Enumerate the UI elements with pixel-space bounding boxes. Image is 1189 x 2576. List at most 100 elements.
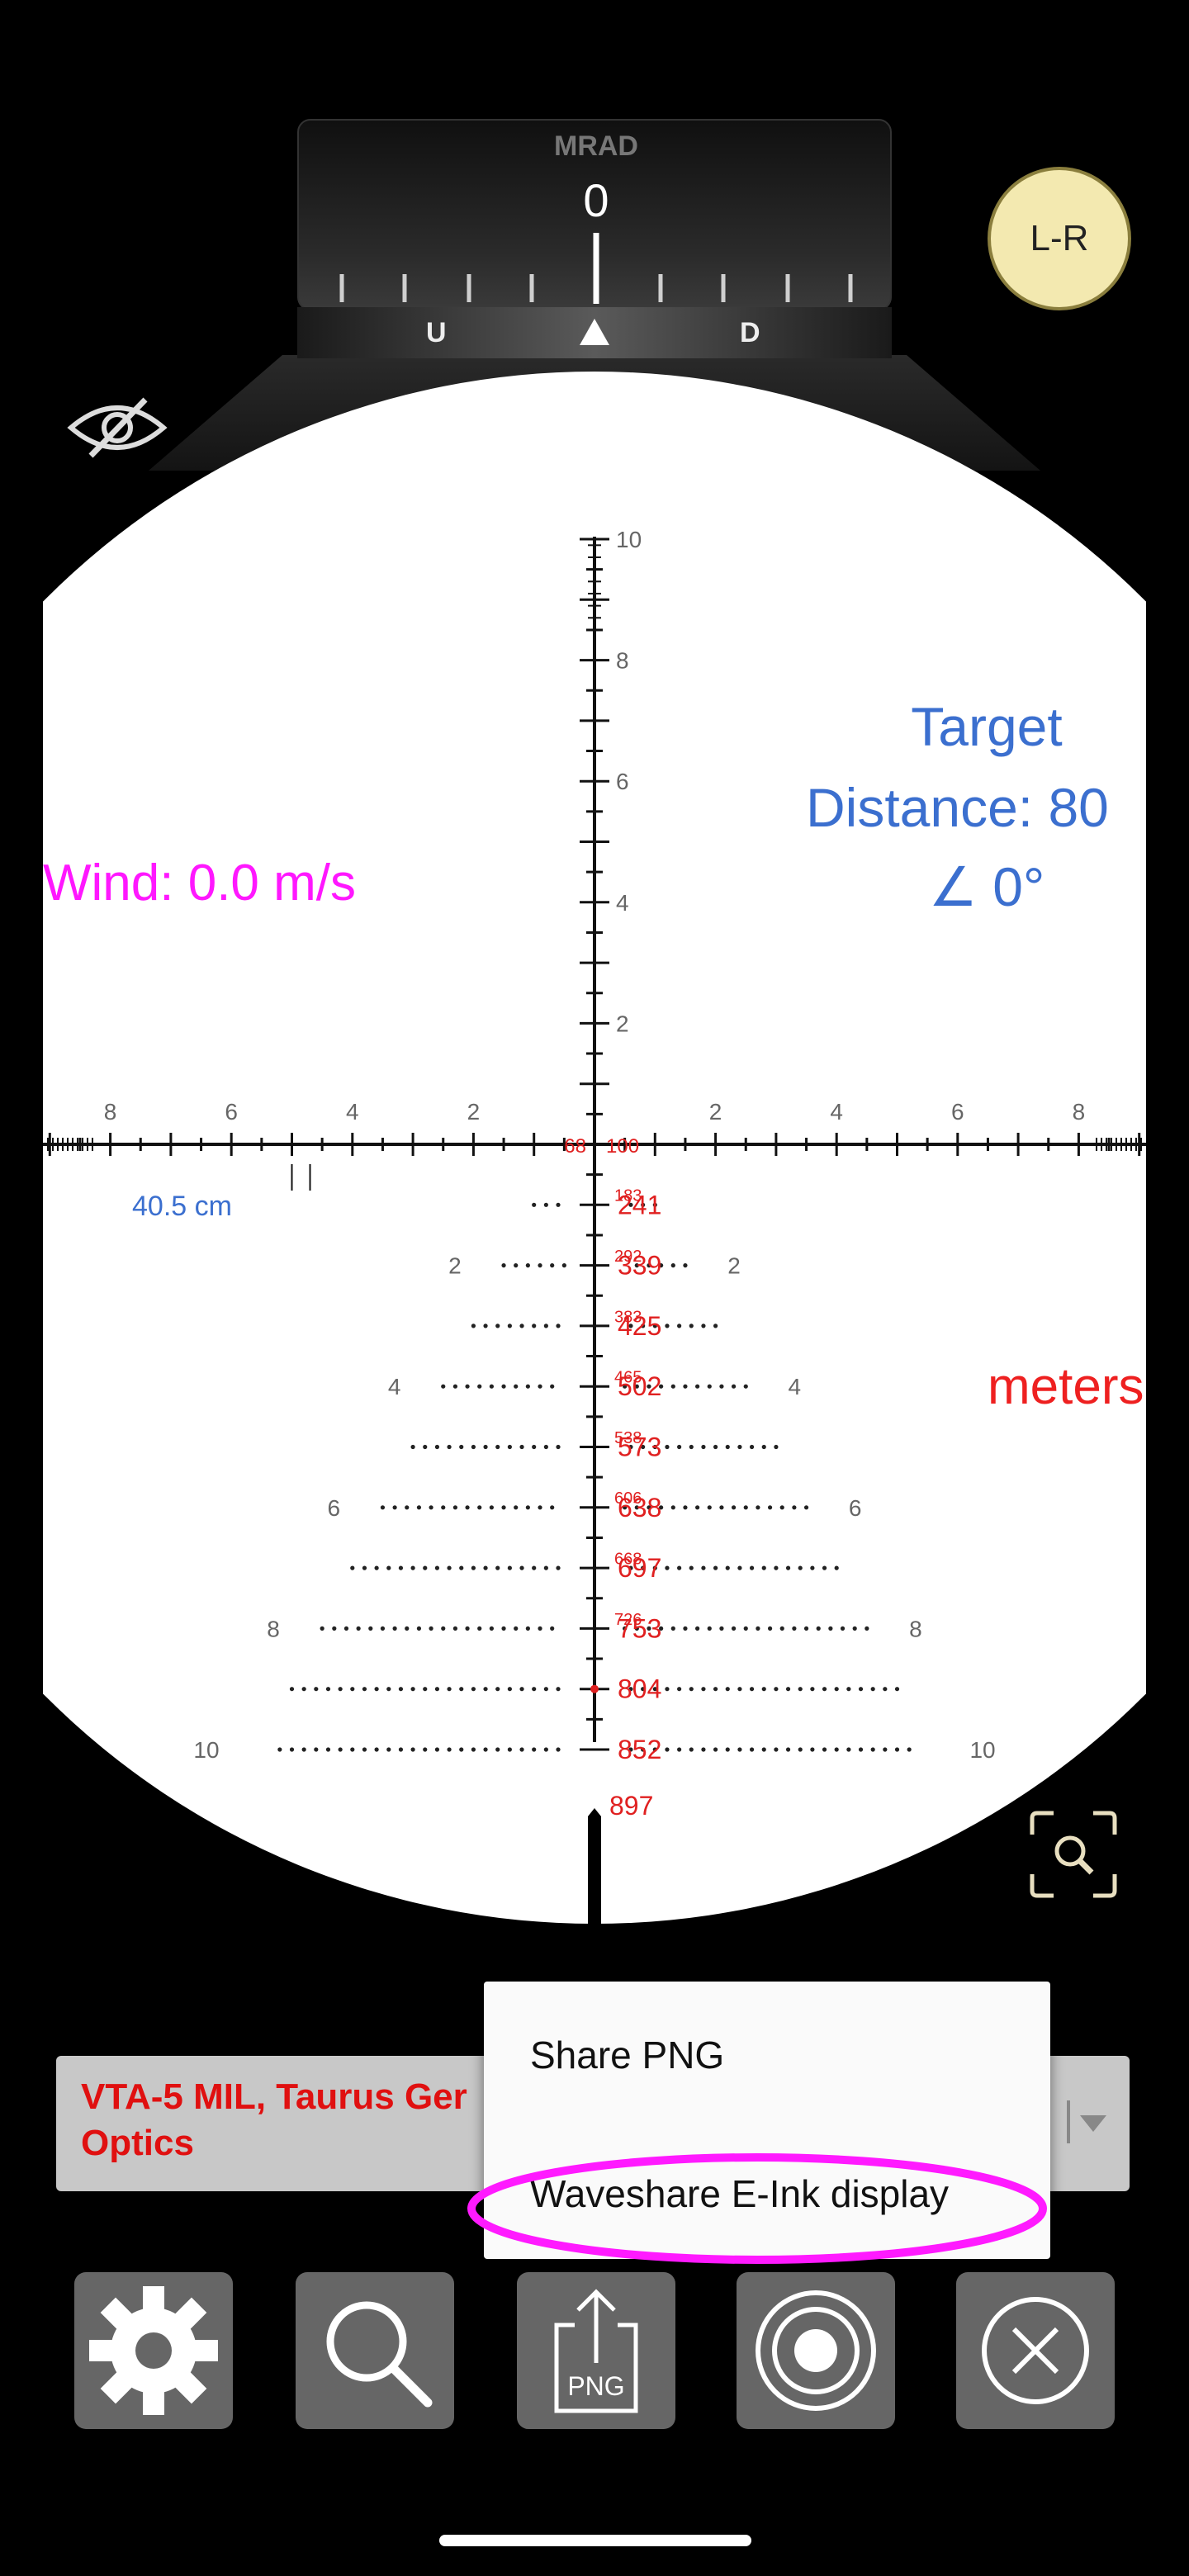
menu-item-share-png[interactable]: Share PNG xyxy=(530,2034,725,2076)
target-title: Target xyxy=(911,696,1063,757)
holdover-dot xyxy=(410,1565,415,1570)
holdover-dot xyxy=(713,1687,718,1692)
holdover-dot xyxy=(325,1687,331,1692)
holdover-dot xyxy=(623,1505,628,1510)
holdover-dot xyxy=(670,1626,675,1631)
holdover-dot xyxy=(429,1626,433,1631)
turret-band: U D xyxy=(297,307,892,358)
holdover-dot xyxy=(543,1324,548,1328)
holdover-dot xyxy=(477,1626,482,1631)
holdover-dot xyxy=(803,1626,809,1631)
holdover-dot xyxy=(713,1747,718,1752)
holdover-dot xyxy=(798,1687,803,1692)
holdover-dot xyxy=(459,1565,464,1570)
export-png-button[interactable]: PNG xyxy=(517,2272,675,2429)
holdover-dot xyxy=(767,1626,773,1631)
holdover-dot xyxy=(665,1565,670,1570)
holdover-dot xyxy=(749,1687,755,1692)
holdover-dot xyxy=(386,1687,391,1692)
holdover-dot xyxy=(894,1687,900,1692)
holdover-dot xyxy=(386,1747,391,1752)
zoom-focus-icon[interactable] xyxy=(1029,1810,1118,1899)
target-button[interactable] xyxy=(737,2272,895,2429)
turret-value: 0 xyxy=(583,174,609,226)
holdover-dot xyxy=(749,1565,755,1570)
holdover-dot xyxy=(665,1687,670,1692)
holdover-dot xyxy=(641,1202,646,1207)
holdover-dot xyxy=(628,1565,633,1570)
row-range-label: 241 xyxy=(618,1190,661,1219)
chevron-down-icon xyxy=(1067,2100,1106,2143)
holdover-dot xyxy=(719,1626,724,1631)
holdover-dot xyxy=(810,1565,815,1570)
holdover-dot xyxy=(465,1505,470,1510)
holdover-dot xyxy=(416,1505,422,1510)
holdover-dot xyxy=(301,1747,306,1752)
holdover-dot xyxy=(495,1687,500,1692)
holdover-dot xyxy=(749,1747,755,1752)
holdover-dot xyxy=(670,1263,675,1268)
holdover-dot xyxy=(550,1505,555,1510)
holdover-dot xyxy=(471,1747,476,1752)
holdover-dot xyxy=(532,1747,537,1752)
holdover-dot xyxy=(834,1687,839,1692)
holdover-dot xyxy=(434,1687,440,1692)
holdover-dot xyxy=(556,1565,561,1570)
holdover-dot xyxy=(514,1263,519,1268)
row-range-label: 573 xyxy=(618,1432,661,1462)
holdover-dot xyxy=(719,1384,724,1389)
holdover-dot xyxy=(713,1444,718,1450)
sub-range-label: 538 xyxy=(614,1429,642,1447)
holdover-dot xyxy=(731,1626,737,1631)
horizontal-tick-label: 4 xyxy=(346,1099,359,1125)
row-range-label: 502 xyxy=(618,1371,661,1401)
holdover-dot xyxy=(677,1324,682,1328)
holdover-dot xyxy=(774,1565,779,1570)
holdover-dot xyxy=(852,1626,857,1631)
holdover-dot xyxy=(816,1626,821,1631)
row-side-label: 2 xyxy=(727,1253,741,1279)
holdover-dot xyxy=(761,1747,766,1752)
settings-button[interactable] xyxy=(74,2272,233,2429)
holdover-dot xyxy=(713,1324,718,1328)
turret-up-label: U xyxy=(426,317,447,348)
holdover-dot xyxy=(405,1505,410,1510)
row-range-label: 638 xyxy=(618,1493,661,1522)
lr-button[interactable]: L-R xyxy=(988,167,1131,310)
holdover-dot xyxy=(410,1687,415,1692)
holdover-dot xyxy=(362,1565,367,1570)
holdover-dot xyxy=(701,1565,706,1570)
close-button[interactable] xyxy=(956,2272,1115,2429)
holdover-dot xyxy=(689,1747,694,1752)
turret-unit: MRAD xyxy=(554,130,638,162)
holdover-dot xyxy=(356,1626,361,1631)
vertical-tick-label: 8 xyxy=(616,648,629,674)
eye-off-icon[interactable] xyxy=(66,395,168,461)
holdover-dot xyxy=(858,1687,864,1692)
holdover-dot xyxy=(380,1505,386,1510)
elevation-turret[interactable]: MRAD 0 xyxy=(297,119,892,310)
holdover-dot xyxy=(543,1687,548,1692)
gear-icon xyxy=(89,2286,218,2415)
holdover-dot xyxy=(507,1747,512,1752)
search-button[interactable] xyxy=(296,2272,454,2429)
holdover-dot xyxy=(392,1626,397,1631)
holdover-dot xyxy=(398,1565,404,1570)
menu-item-waveshare-eink[interactable]: Waveshare E-Ink display xyxy=(530,2172,950,2215)
holdover-dot xyxy=(519,1444,524,1450)
holdover-dot xyxy=(380,1626,386,1631)
bottom-post xyxy=(588,1808,601,1924)
holdover-dot xyxy=(803,1505,809,1510)
holdover-size-label: 40.5 cm xyxy=(132,1191,232,1222)
holdover-dot xyxy=(350,1747,355,1752)
aim-point xyxy=(590,1684,599,1693)
holdover-dot xyxy=(641,1687,646,1692)
holdover-dot xyxy=(870,1687,875,1692)
holdover-dot xyxy=(532,1565,537,1570)
holdover-dot xyxy=(465,1626,470,1631)
vertical-tick-label: 4 xyxy=(616,890,629,916)
holdover-dot xyxy=(743,1505,748,1510)
holdover-dot xyxy=(556,1202,561,1207)
holdover-dot xyxy=(501,1626,506,1631)
